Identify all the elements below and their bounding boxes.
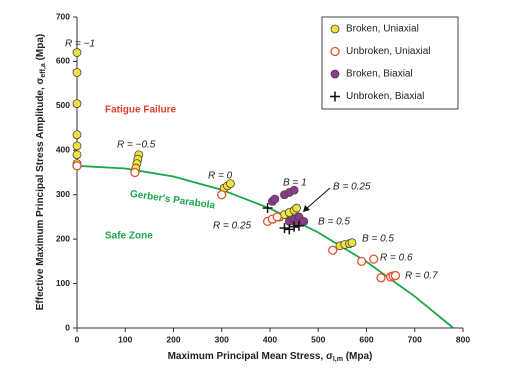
x-tick-label: 300 <box>215 334 229 344</box>
arrow-head <box>303 205 310 212</box>
annotation: R = 0.25 <box>213 221 252 232</box>
open-marker <box>217 190 227 200</box>
plus-marker <box>262 203 273 214</box>
plus-marker <box>330 91 340 102</box>
filled-marker <box>347 238 357 248</box>
filled-marker <box>299 216 309 226</box>
legend-label: Unbroken, Biaxial <box>346 91 424 102</box>
annotation: R = −0.5 <box>117 140 156 151</box>
open-marker <box>330 46 340 57</box>
plus-marker <box>293 220 304 231</box>
y-tick-label: 700 <box>56 11 70 21</box>
x-tick-label: 600 <box>359 334 373 344</box>
open-marker <box>390 270 401 281</box>
legend-label: Broken, Uniaxial <box>346 24 419 35</box>
x-title-tail: (Mpa) <box>343 351 372 362</box>
x-title-sub: I,m <box>333 356 343 363</box>
y-tick-label: 100 <box>56 278 70 288</box>
x-tick-label: 400 <box>263 334 277 344</box>
y-tick-label: 600 <box>56 56 70 66</box>
legend-box <box>321 16 459 110</box>
open-marker <box>369 254 379 264</box>
annotation: B = 0.5 <box>318 217 350 228</box>
annotation: R = −1 <box>65 39 95 50</box>
annotation: R = 0.6 <box>380 253 413 264</box>
y-tick-label: 400 <box>56 145 70 155</box>
x-tick-label: 200 <box>166 334 180 344</box>
annotation: Safe Zone <box>105 231 153 242</box>
filled-marker <box>292 203 301 213</box>
plus-marker <box>279 223 290 234</box>
legend-label: Broken, Biaxial <box>346 69 413 80</box>
open-marker <box>376 273 386 283</box>
annotation: B = 0.5 <box>362 234 394 245</box>
y-title-sub: eff,a <box>40 63 47 78</box>
annotation: Gerber's Parabola <box>129 189 216 212</box>
open-marker <box>130 167 140 178</box>
open-marker <box>72 161 82 171</box>
y-title-tail: (Mpa) <box>35 34 46 63</box>
open-marker <box>328 245 338 255</box>
filled-marker <box>330 24 340 34</box>
annotation: R = 0 <box>208 171 233 182</box>
x-title-main: Maximum Principal Mean Stress, σ <box>168 351 333 362</box>
y-axis-title: Effective Maximum Principal Stress Ampli… <box>35 34 47 311</box>
annotation-arrow <box>305 187 331 210</box>
legend-label: Unbroken, Uniaxial <box>346 46 431 57</box>
y-tick-label: 200 <box>56 233 70 243</box>
y-tick-label: 500 <box>56 100 70 110</box>
filled-marker <box>226 179 235 189</box>
plus-marker <box>289 221 300 232</box>
annotation: B = 0.25 <box>333 182 371 193</box>
annotation: B = 1 <box>283 178 307 189</box>
legend: Broken, Uniaxial Unbroken, Uniaxial Broken… <box>321 16 459 110</box>
filled-marker <box>72 99 82 109</box>
x-tick-label: 800 <box>456 334 470 344</box>
annotation: R = 0.7 <box>405 271 438 282</box>
y-tick-label: 0 <box>65 322 70 332</box>
filled-marker <box>72 48 82 57</box>
open-marker <box>357 256 367 267</box>
open-marker <box>272 212 282 222</box>
filled-marker <box>72 150 82 160</box>
filled-marker <box>330 69 340 79</box>
filled-marker <box>289 185 299 195</box>
x-tick-label: 500 <box>311 334 325 344</box>
annotation: Fatigue Failure <box>105 105 177 116</box>
filled-marker <box>270 194 280 204</box>
filled-marker <box>72 141 82 151</box>
y-title-main: Effective Maximum Principal Stress Ampli… <box>35 77 46 310</box>
filled-marker <box>72 130 82 140</box>
x-tick-label: 100 <box>118 334 132 344</box>
x-axis-title: Maximum Principal Mean Stress, σI,m (Mpa… <box>168 351 373 363</box>
x-tick-label: 0 <box>75 334 80 344</box>
x-tick-label: 700 <box>408 334 422 344</box>
y-tick-label: 300 <box>56 189 70 199</box>
filled-marker <box>72 68 82 77</box>
